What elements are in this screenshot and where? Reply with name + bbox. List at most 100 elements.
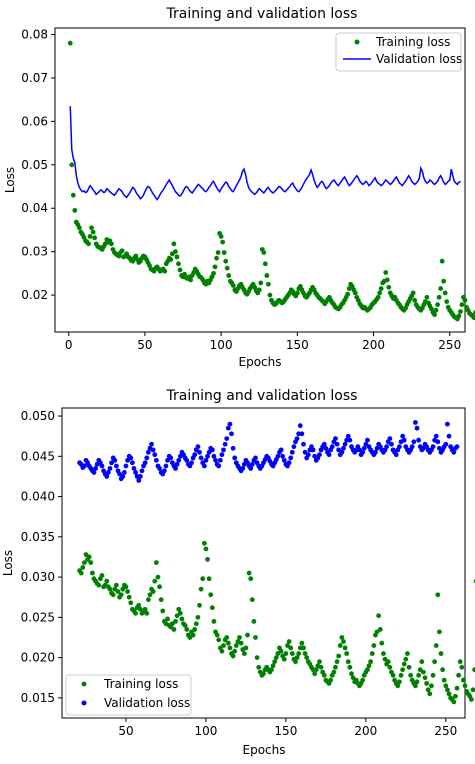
training-loss-point <box>400 667 406 673</box>
legend: Training loss Validation loss <box>335 32 462 72</box>
y-tick-label: 0.07 <box>21 71 48 85</box>
training-loss-point <box>412 297 418 303</box>
training-loss-point <box>219 648 225 654</box>
validation-loss-point <box>174 461 180 467</box>
validation-loss-point <box>149 441 154 447</box>
training-loss-point <box>90 229 96 235</box>
training-loss-point <box>385 659 391 665</box>
training-loss-point <box>261 671 266 677</box>
training-loss-point <box>269 667 274 673</box>
training-loss-point <box>173 249 178 255</box>
validation-loss-point <box>389 441 394 447</box>
training-loss-point <box>401 661 407 667</box>
training-loss-point <box>245 632 250 638</box>
validation-loss-point <box>400 433 406 439</box>
validation-loss-point <box>339 449 345 455</box>
validation-loss-point <box>323 445 329 451</box>
training-loss-point <box>223 258 229 264</box>
training-loss-point <box>128 600 134 606</box>
validation-loss-point <box>248 465 254 471</box>
x-tick-label: 250 <box>438 338 461 352</box>
training-loss-point <box>403 656 409 662</box>
training-loss-point <box>133 610 138 616</box>
x-tick-label: 250 <box>434 724 457 738</box>
training-loss-point <box>368 659 374 665</box>
training-loss-point <box>126 594 132 600</box>
training-loss-point <box>451 699 457 705</box>
training-loss-point <box>119 248 125 254</box>
validation-loss-line <box>69 106 461 201</box>
validation-loss-point <box>341 445 346 451</box>
training-loss-point <box>294 655 300 661</box>
training-loss-point <box>171 241 177 247</box>
training-loss-point <box>177 610 183 616</box>
training-loss-point <box>198 586 204 592</box>
plot-area <box>61 407 466 719</box>
training-loss-point <box>304 655 310 661</box>
validation-loss-point <box>445 421 450 427</box>
training-loss-point <box>96 582 102 588</box>
training-loss-point <box>179 616 185 622</box>
validation-loss-point <box>435 439 441 445</box>
training-loss-point <box>377 627 383 632</box>
y-tick-label: 0.030 <box>21 570 55 584</box>
training-loss-point <box>446 691 452 697</box>
training-loss-point <box>70 192 76 198</box>
validation-loss-point <box>216 463 222 469</box>
training-loss-point <box>80 565 86 570</box>
training-loss-point <box>441 677 447 683</box>
validation-loss-point <box>128 455 134 461</box>
training-loss-point <box>147 592 153 598</box>
training-loss-point <box>301 645 306 651</box>
training-loss-point <box>193 621 199 627</box>
validation-loss-point <box>286 460 292 466</box>
training-loss-point <box>88 560 94 565</box>
training-loss-point <box>220 239 226 245</box>
training-loss-point <box>430 672 436 678</box>
training-loss-point <box>337 643 343 648</box>
training-loss-point <box>92 235 98 241</box>
x-tick-label: 150 <box>274 724 297 738</box>
validation-loss-point <box>157 465 162 471</box>
training-loss-point <box>162 268 168 274</box>
training-loss-point <box>144 610 150 616</box>
validation-loss-point <box>280 453 286 459</box>
legend-training-label: Training loss <box>375 35 450 49</box>
validation-loss-point <box>209 447 215 453</box>
training-loss-point <box>203 546 209 552</box>
validation-loss-point <box>317 452 322 458</box>
x-tick-label: 200 <box>362 338 385 352</box>
training-loss-point <box>226 273 232 278</box>
training-loss-point <box>456 672 461 678</box>
training-loss-point <box>313 667 319 673</box>
y-tick-label: 0.04 <box>21 201 48 215</box>
validation-loss-point <box>305 452 311 458</box>
validation-loss-point <box>326 452 332 458</box>
training-loss-point <box>383 270 389 275</box>
training-loss-point <box>317 659 322 665</box>
y-tick-label: 0.06 <box>21 114 48 128</box>
y-tick-label: 0.025 <box>21 610 55 624</box>
legend-training-marker <box>354 39 360 45</box>
legend: Training loss Validation loss <box>65 674 192 716</box>
validation-loss-point <box>144 455 150 461</box>
validation-loss-point <box>329 444 335 450</box>
training-loss-point <box>375 294 381 300</box>
training-loss-point <box>347 664 353 670</box>
training-loss-point <box>365 667 370 673</box>
training-loss-point <box>345 291 351 297</box>
training-loss-point <box>410 290 416 296</box>
validation-loss-point <box>139 468 145 474</box>
validation-loss-point <box>123 463 129 469</box>
validation-loss-point <box>384 444 390 450</box>
training-loss-point <box>145 597 151 603</box>
validation-loss-point <box>289 449 295 455</box>
training-loss-point <box>413 683 418 689</box>
training-loss-point <box>168 257 174 262</box>
validation-loss-point <box>195 444 201 450</box>
validation-loss-point <box>211 453 217 459</box>
legend-validation-label: Validation loss <box>376 52 462 66</box>
validation-loss-point <box>446 433 452 439</box>
training-loss-point <box>254 655 260 661</box>
training-loss-point <box>206 576 212 582</box>
